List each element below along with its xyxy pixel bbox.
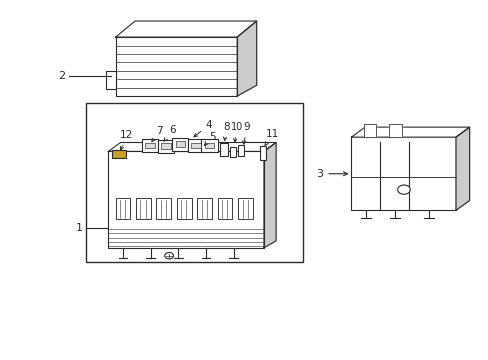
Polygon shape [108,143,276,152]
Polygon shape [264,143,276,248]
Bar [204,143,214,148]
Bar [201,139,217,152]
Bar [158,140,173,153]
Text: 7: 7 [152,126,163,142]
Bar [187,139,203,152]
Bar [229,147,236,157]
Polygon shape [388,123,401,137]
Bar [108,152,264,248]
Text: 2: 2 [59,71,65,81]
Bar [116,37,237,96]
Bar [112,150,125,158]
Polygon shape [237,21,256,96]
Bar [238,198,252,219]
Polygon shape [363,123,375,137]
Bar [217,198,232,219]
Bar [116,198,130,219]
Bar [238,145,244,156]
Polygon shape [116,21,256,37]
Polygon shape [351,127,468,137]
Bar [220,143,227,156]
Bar [136,198,150,219]
Text: 5: 5 [204,132,215,145]
Text: 8: 8 [223,122,229,140]
Bar [156,198,171,219]
Bar [351,137,455,210]
Text: 4: 4 [194,120,212,137]
Bar [177,198,191,219]
Bar [161,143,170,149]
Polygon shape [455,127,468,210]
Bar [86,103,302,262]
Text: 11: 11 [264,129,278,145]
Bar [144,143,154,148]
Text: 1: 1 [76,223,82,233]
Bar [142,139,158,152]
Text: 9: 9 [242,122,250,144]
Text: 3: 3 [316,169,347,179]
Bar [197,198,211,219]
Text: 6: 6 [164,125,176,141]
Bar [172,138,188,151]
Text: 12: 12 [120,130,133,150]
Circle shape [164,252,173,259]
Bar [175,141,185,147]
Bar [191,143,200,148]
Polygon shape [106,71,116,89]
Circle shape [397,185,409,194]
Text: 10: 10 [230,122,243,142]
Bar [259,147,265,160]
